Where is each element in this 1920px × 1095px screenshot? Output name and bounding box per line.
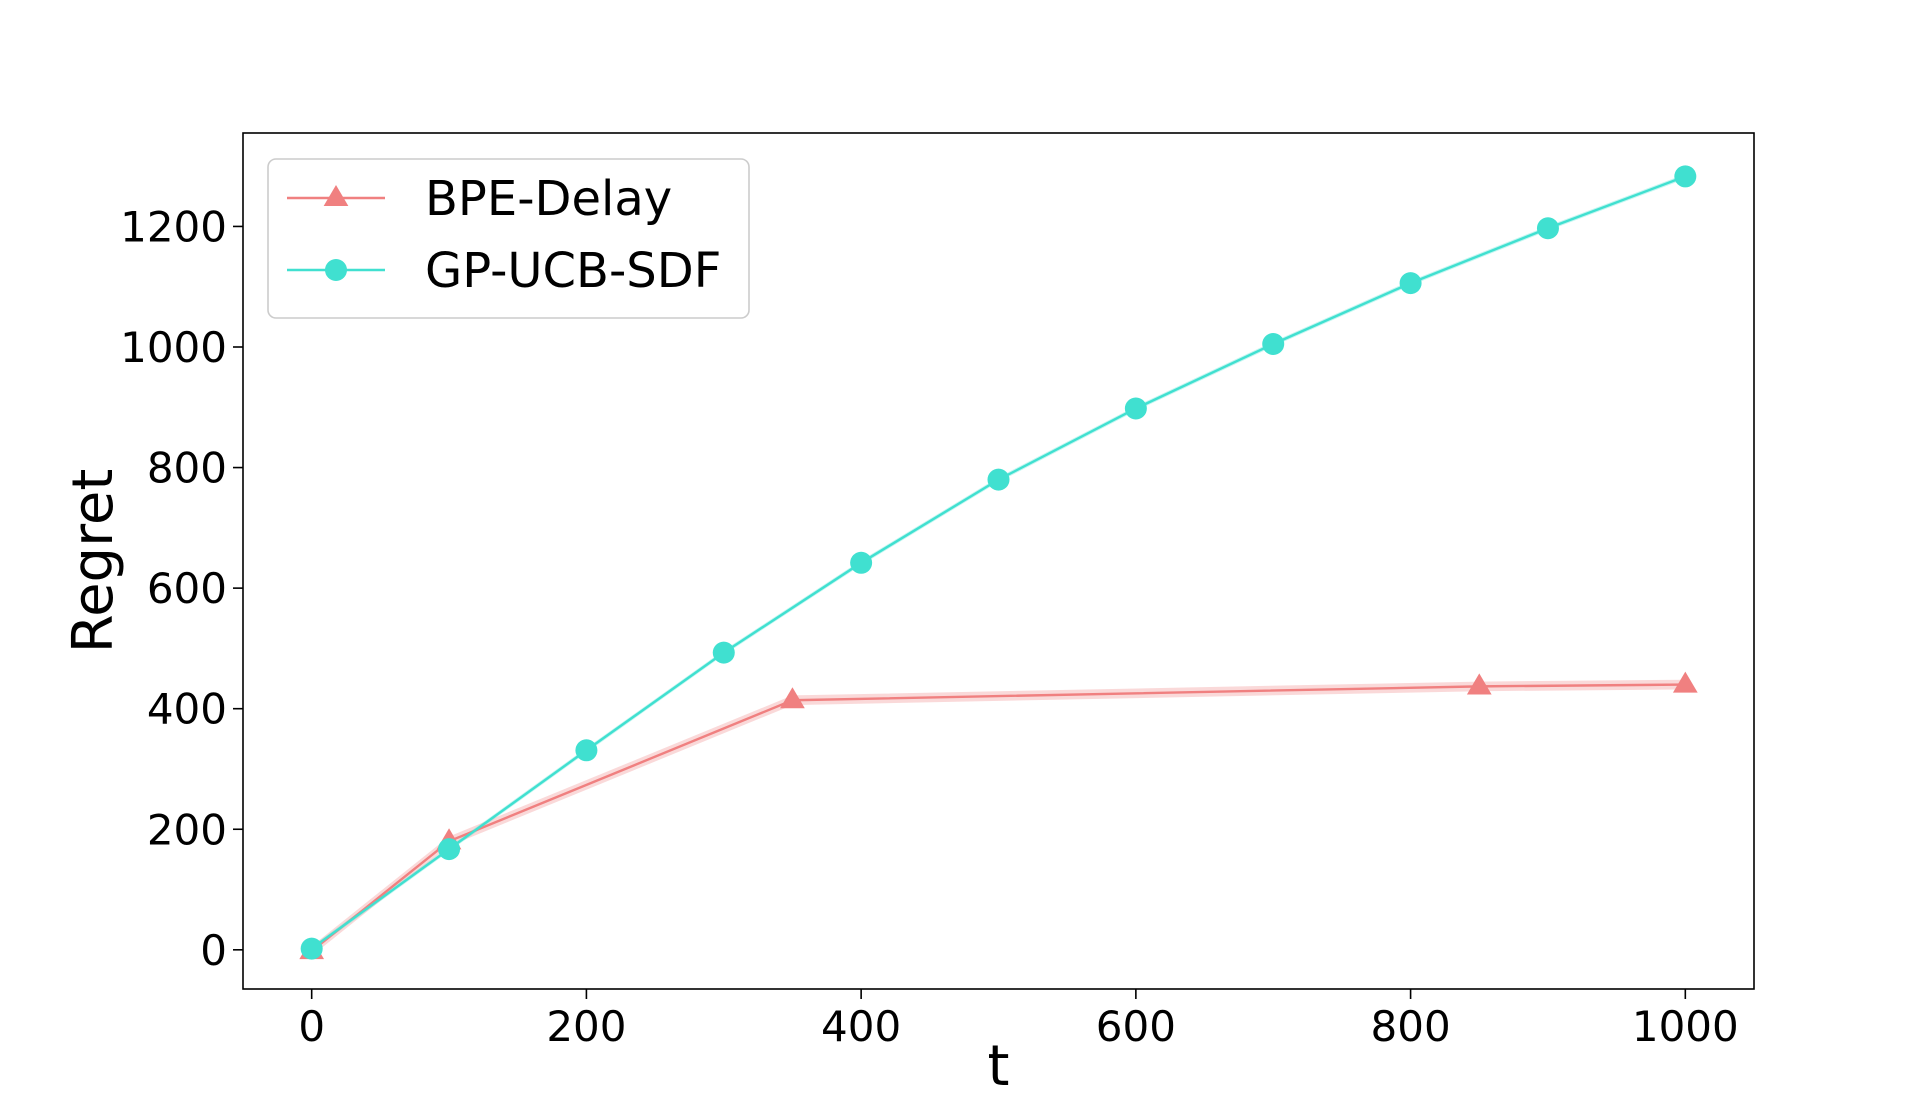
data-point-circle bbox=[1674, 165, 1697, 188]
legend: BPE-Delay GP-UCB-SDF bbox=[267, 158, 750, 319]
legend-box bbox=[267, 158, 750, 319]
y-tick-label: 400 bbox=[147, 685, 227, 734]
x-axis-label: t bbox=[988, 1034, 1010, 1095]
y-tick-label: 800 bbox=[147, 444, 227, 493]
x-tick-label: 400 bbox=[821, 1002, 901, 1051]
data-point-circle bbox=[1124, 397, 1147, 420]
x-tick-label: 1000 bbox=[1632, 1002, 1739, 1051]
data-point-circle bbox=[300, 937, 323, 960]
data-point-circle bbox=[850, 551, 873, 574]
legend-marker-triangle bbox=[323, 185, 349, 207]
x-tick-label: 800 bbox=[1371, 1002, 1451, 1051]
data-point-circle bbox=[1536, 217, 1559, 240]
x-axis-ticks: 0 200 400 600 800 1000 bbox=[298, 989, 1739, 1051]
y-tick-label: 1200 bbox=[120, 202, 227, 251]
y-tick-label: 200 bbox=[147, 805, 227, 854]
data-point-circle bbox=[1262, 332, 1285, 355]
y-tick-label: 1000 bbox=[120, 323, 227, 372]
legend-label: GP-UCB-SDF bbox=[425, 243, 721, 299]
data-point-circle bbox=[712, 641, 735, 664]
legend-marker-circle bbox=[325, 259, 347, 281]
series-markers bbox=[299, 165, 1698, 960]
x-tick-label: 600 bbox=[1096, 1002, 1176, 1051]
y-tick-label: 0 bbox=[200, 926, 227, 975]
data-point-triangle bbox=[1466, 673, 1492, 695]
data-point-triangle bbox=[1672, 671, 1698, 693]
plot-frame bbox=[242, 132, 1755, 990]
data-point-circle bbox=[575, 739, 598, 762]
data-point-circle bbox=[1399, 272, 1422, 295]
data-point-circle bbox=[438, 838, 461, 861]
data-point-triangle bbox=[780, 687, 805, 709]
x-tick-label: 0 bbox=[298, 1002, 325, 1051]
x-tick-label: 200 bbox=[546, 1002, 626, 1051]
data-point-circle bbox=[987, 468, 1010, 491]
y-axis-ticks: 0 200 400 600 800 1000 1200 bbox=[120, 202, 243, 975]
y-axis-label: Regret bbox=[61, 469, 126, 654]
legend-label: BPE-Delay bbox=[425, 171, 672, 227]
y-tick-label: 600 bbox=[147, 564, 227, 613]
confidence-band-0 bbox=[311, 679, 1686, 956]
